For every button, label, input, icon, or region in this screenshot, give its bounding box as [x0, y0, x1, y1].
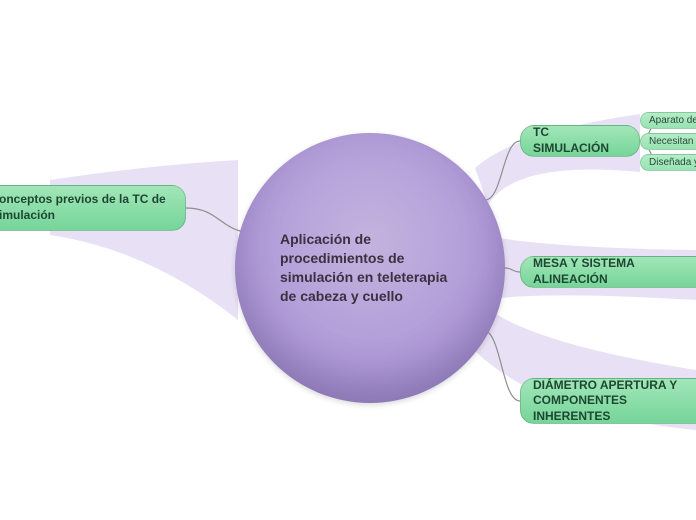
sub-pill-label: Necesitan prepar: [649, 136, 696, 147]
branch-label: MESA Y SISTEMA ALINEACIÓN: [533, 256, 696, 287]
sub-pill-2[interactable]: Diseñada y prepa: [640, 154, 696, 171]
branch-node-right3[interactable]: DIÁMETRO APERTURA Y COMPONENTES INHERENT…: [520, 378, 696, 424]
branch-node-left1[interactable]: onceptos previos de la TC de imulación: [0, 185, 186, 231]
sub-pill-label: Aparato de TC pr: [649, 115, 696, 126]
sub-pill-label: Diseñada y prepa: [649, 157, 696, 168]
center-node-label: Aplicación de procedimientos de simulaci…: [280, 230, 460, 306]
branch-label: onceptos previos de la TC de imulación: [0, 192, 173, 223]
branch-node-right2[interactable]: MESA Y SISTEMA ALINEACIÓN: [520, 256, 696, 288]
branch-node-right1[interactable]: TC SIMULACIÓN: [520, 125, 640, 157]
branch-label: DIÁMETRO APERTURA Y COMPONENTES INHERENT…: [533, 378, 696, 425]
mindmap-canvas: Aplicación de procedimientos de simulaci…: [0, 0, 696, 520]
sub-pill-1[interactable]: Necesitan prepar: [640, 133, 696, 150]
branch-label: TC SIMULACIÓN: [533, 125, 627, 156]
center-node[interactable]: Aplicación de procedimientos de simulaci…: [235, 133, 505, 403]
sub-pill-0[interactable]: Aparato de TC pr: [640, 112, 696, 129]
